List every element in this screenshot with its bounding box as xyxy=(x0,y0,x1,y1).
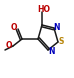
Text: N: N xyxy=(48,48,54,56)
Text: O: O xyxy=(5,41,12,50)
Text: O: O xyxy=(11,23,17,33)
Text: N: N xyxy=(54,22,60,32)
Text: S: S xyxy=(59,38,64,46)
Text: HO: HO xyxy=(38,6,50,15)
